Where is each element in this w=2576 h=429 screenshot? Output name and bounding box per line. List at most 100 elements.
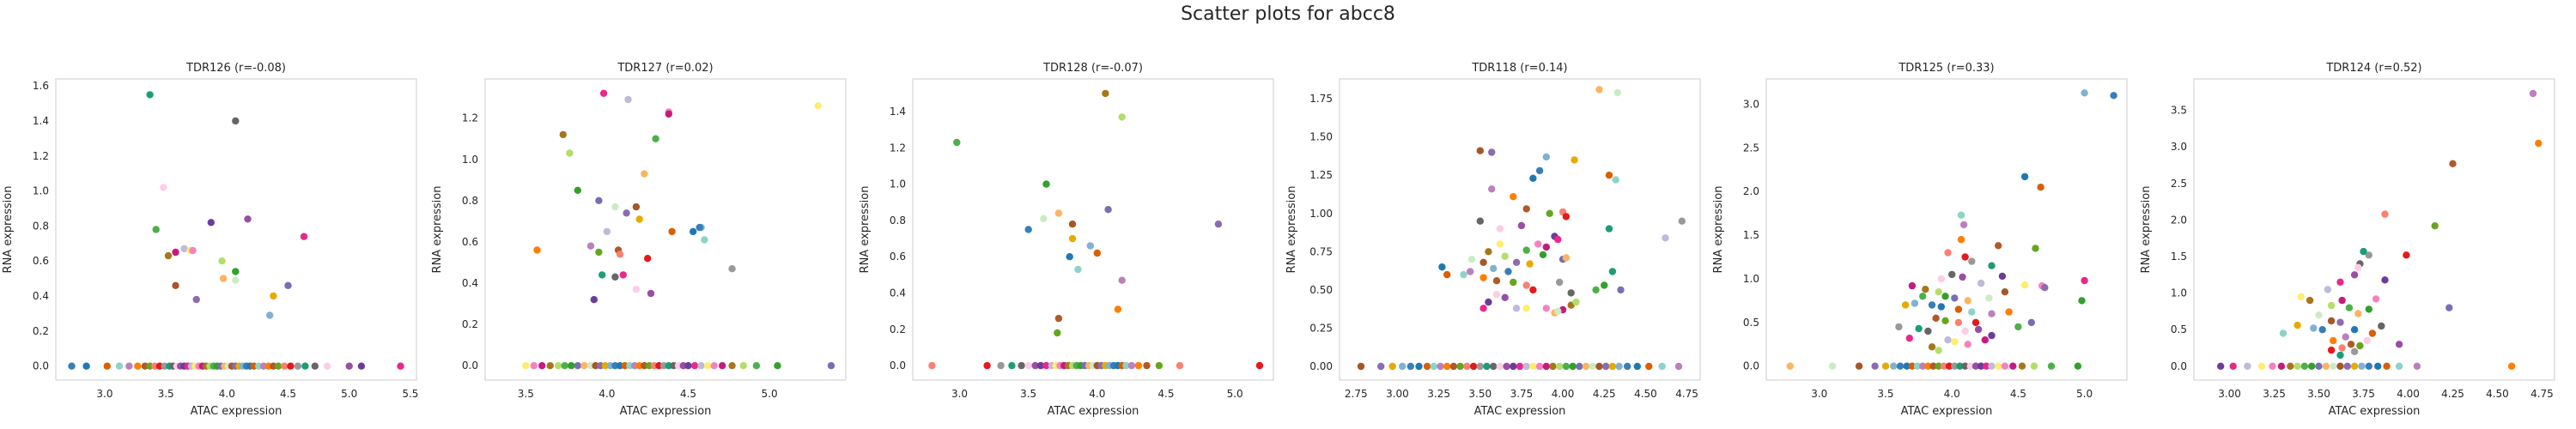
- data-point: [1945, 362, 1953, 370]
- data-point: [1501, 293, 1509, 301]
- data-point: [1024, 226, 1032, 233]
- data-point: [2529, 89, 2537, 98]
- data-point: [1496, 362, 1504, 371]
- subplot-title: TDR127 (r=0.02): [617, 62, 713, 75]
- data-point: [1467, 268, 1474, 275]
- data-point: [665, 110, 672, 118]
- x-tick-label: 4.75: [1675, 388, 1698, 400]
- data-point: [1935, 347, 1942, 354]
- x-tick-label: 3.50: [1468, 388, 1492, 400]
- data-point: [697, 362, 705, 370]
- data-point: [1922, 286, 1929, 293]
- data-point: [1961, 253, 1969, 261]
- data-point: [1941, 317, 1949, 324]
- data-point: [983, 361, 991, 370]
- data-point: [1911, 299, 1919, 307]
- data-point: [1871, 362, 1879, 370]
- y-tick-label: 1.2: [890, 142, 906, 154]
- data-point: [232, 117, 240, 125]
- y-tick-label: 0.6: [33, 255, 49, 267]
- y-axis-label: RNA expression: [2, 186, 15, 274]
- data-point: [623, 209, 630, 217]
- data-point: [1937, 303, 1945, 311]
- data-point: [2018, 362, 2026, 370]
- data-point: [2293, 362, 2301, 370]
- data-point: [997, 361, 1005, 370]
- data-point: [566, 149, 574, 157]
- data-point: [1512, 305, 1521, 312]
- data-point: [1008, 361, 1016, 370]
- data-point: [1937, 275, 1945, 283]
- data-point: [1615, 362, 1623, 371]
- data-point: [1512, 258, 1521, 266]
- y-tick-label: 1.25: [1309, 169, 1333, 181]
- data-point: [611, 273, 619, 281]
- data-point: [1988, 262, 1996, 269]
- data-point: [103, 362, 111, 370]
- data-point: [1542, 153, 1551, 161]
- data-point: [1485, 298, 1492, 306]
- data-point: [1437, 362, 1444, 371]
- data-point: [598, 271, 606, 279]
- data-point: [1490, 264, 1498, 273]
- x-axis-label: ATAC expression: [191, 405, 283, 418]
- data-point: [2324, 286, 2332, 293]
- data-point: [1935, 362, 1942, 370]
- data-point: [2037, 184, 2044, 191]
- data-point: [2336, 318, 2344, 326]
- data-point: [2350, 271, 2359, 279]
- data-point: [1940, 362, 1948, 370]
- data-point: [728, 265, 736, 273]
- data-point: [1485, 248, 1492, 256]
- x-tick-label: 3.50: [2307, 388, 2330, 400]
- data-point: [1522, 246, 1530, 254]
- data-point: [2343, 362, 2351, 370]
- data-point: [2020, 281, 2029, 289]
- data-point: [2277, 362, 2286, 370]
- x-tick-label: 4.0: [1944, 388, 1960, 400]
- data-point: [1522, 305, 1530, 312]
- y-tick-label: 1.50: [1309, 131, 1333, 143]
- data-point: [2269, 362, 2276, 370]
- data-point: [1572, 298, 1580, 306]
- y-tick-label: 1.5: [1743, 229, 1759, 241]
- y-tick-label: 0.50: [1309, 284, 1333, 296]
- y-tick-label: 0.00: [1309, 360, 1333, 372]
- data-point: [719, 362, 726, 370]
- data-point: [2350, 347, 2359, 355]
- data-point: [2413, 362, 2421, 370]
- data-point: [1985, 294, 1993, 302]
- data-point: [2027, 318, 2035, 327]
- x-tick-label: 4.75: [2530, 388, 2554, 400]
- data-point: [2005, 308, 2013, 316]
- data-point: [294, 362, 302, 370]
- data-point: [1086, 242, 1095, 250]
- data-point: [2345, 304, 2354, 311]
- data-point: [1951, 294, 1959, 302]
- data-point: [1155, 361, 1163, 370]
- y-tick-label: 0.0: [33, 360, 49, 372]
- data-point: [1542, 305, 1551, 312]
- x-tick-label: 3.00: [2218, 388, 2241, 400]
- data-point: [1633, 362, 1642, 371]
- data-point: [696, 223, 703, 232]
- x-tick-label: 5.0: [1227, 388, 1243, 400]
- data-point: [134, 362, 142, 370]
- data-point: [2001, 288, 2009, 296]
- data-point: [218, 257, 226, 265]
- data-point: [1143, 361, 1151, 370]
- data-point: [1905, 335, 1913, 342]
- y-tick-label: 3.0: [1743, 99, 1759, 111]
- data-point: [1613, 88, 1621, 97]
- data-point: [2372, 295, 2380, 303]
- data-point: [728, 362, 736, 370]
- x-tick-label: 3.0: [96, 388, 112, 400]
- data-point: [323, 362, 331, 370]
- data-point: [1983, 362, 1990, 370]
- data-point: [2074, 362, 2082, 370]
- data-point: [690, 362, 699, 370]
- data-point: [644, 255, 652, 263]
- data-point: [684, 362, 692, 370]
- data-point: [1977, 362, 1985, 370]
